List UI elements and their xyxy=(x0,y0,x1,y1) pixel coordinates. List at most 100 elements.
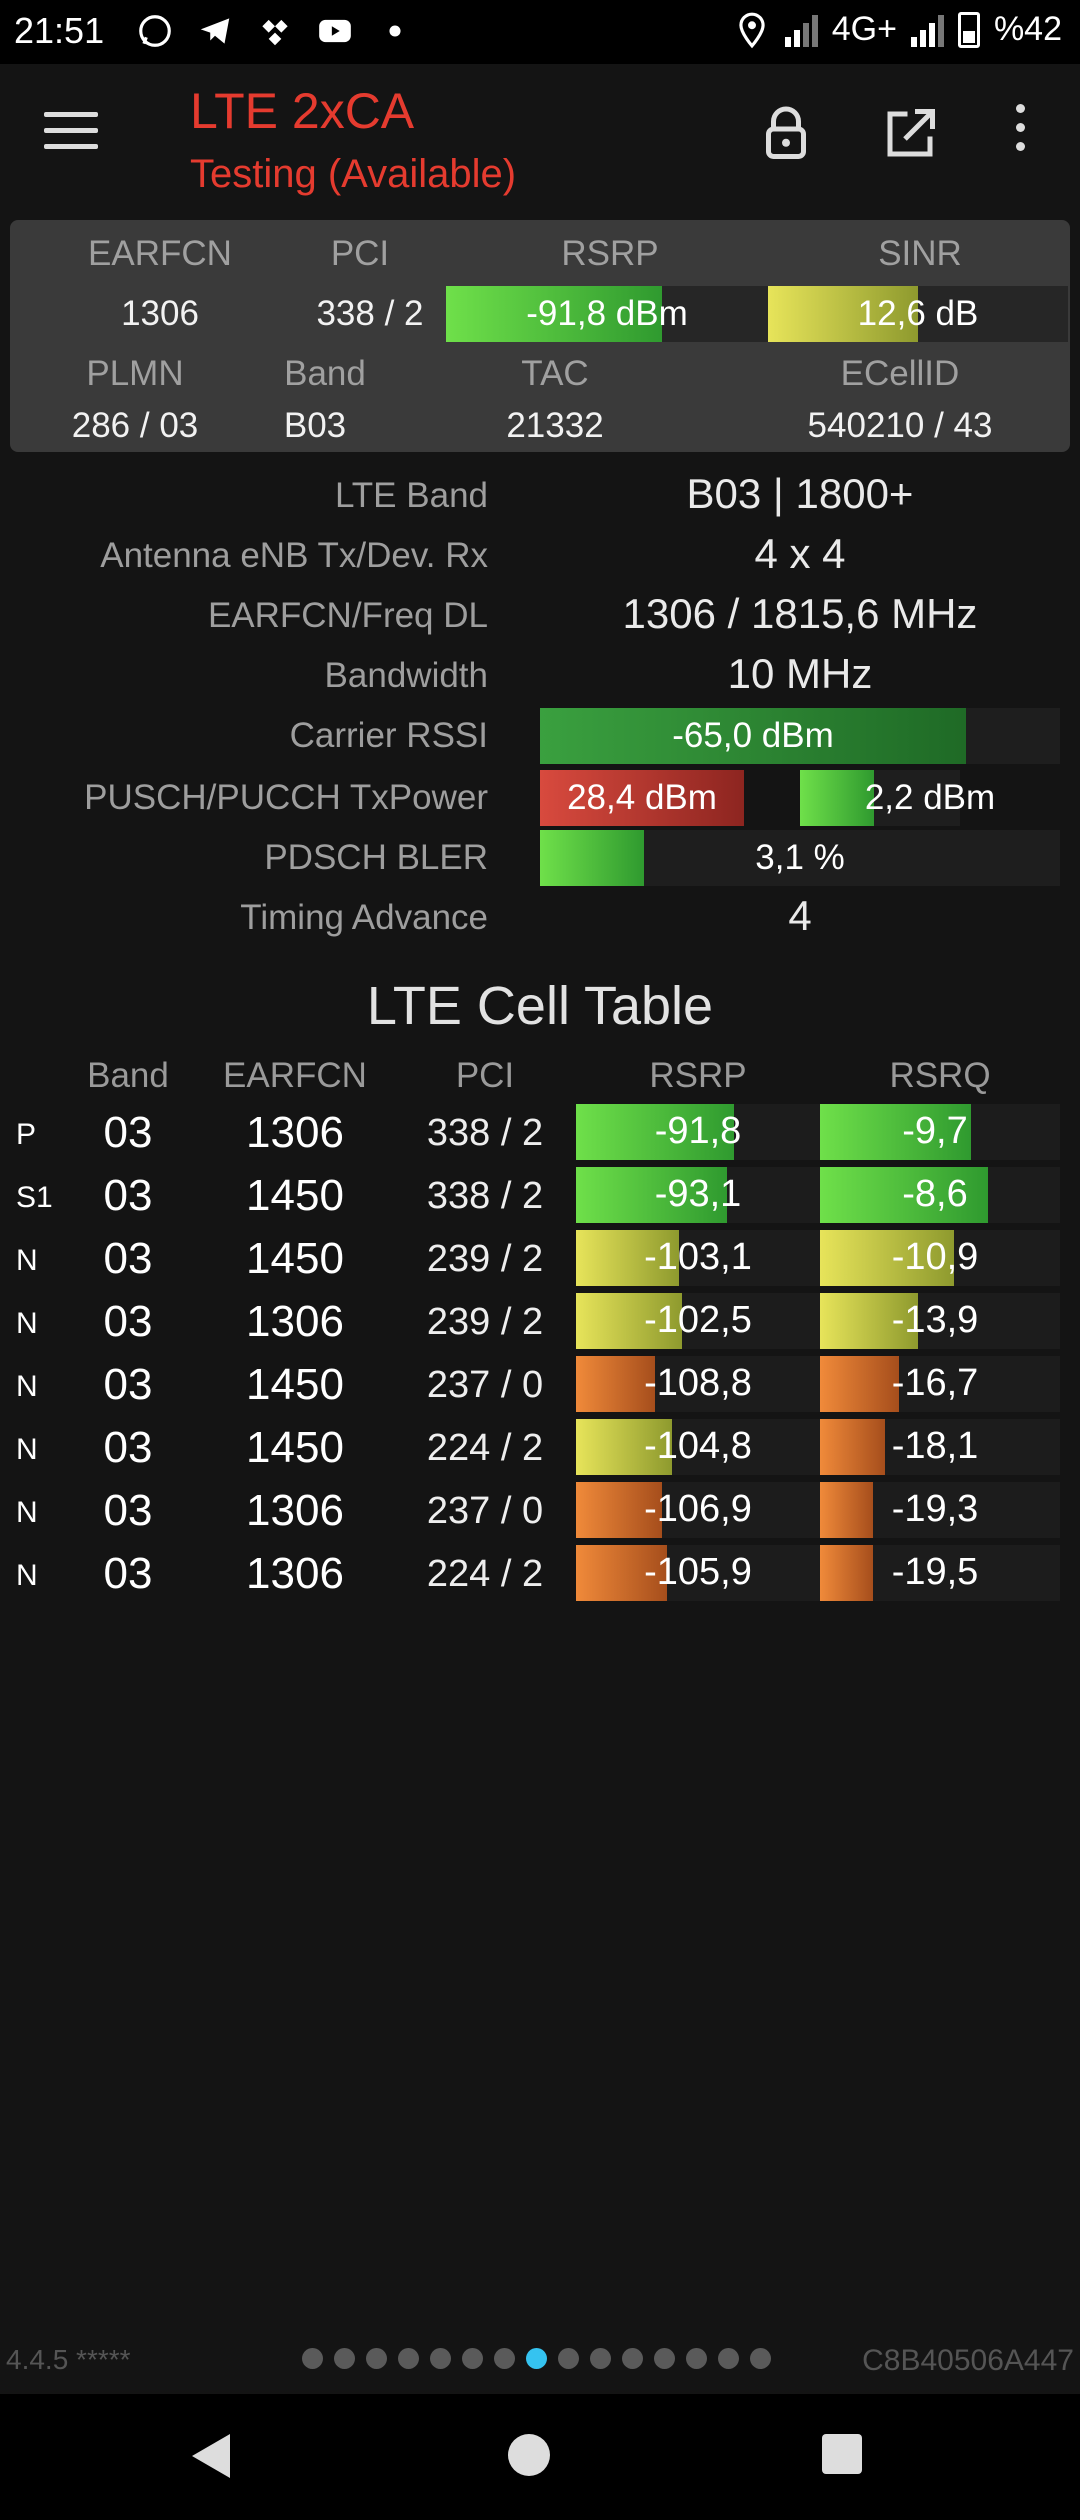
cell-rsrp-value: -105,9 xyxy=(644,1551,752,1593)
band-label: Band xyxy=(284,354,366,393)
cell-rsrp-value: -91,8 xyxy=(654,1110,742,1152)
page-dot[interactable] xyxy=(654,2348,675,2369)
cell-rsrp-fill xyxy=(576,1167,727,1223)
network-type: 4G+ xyxy=(831,10,897,48)
cell-rsrq-fill xyxy=(820,1167,988,1223)
cell-rsrq-value: -16,7 xyxy=(891,1362,979,1404)
cell-rsrq-meter: -10,9 xyxy=(820,1230,1060,1286)
page-dot[interactable] xyxy=(462,2348,483,2369)
page-dot[interactable] xyxy=(430,2348,451,2369)
whatsapp-icon xyxy=(139,15,171,47)
bler-label: PDSCH BLER xyxy=(264,838,488,877)
cell-earfcn: 1306 xyxy=(246,1486,344,1535)
page-dot[interactable] xyxy=(718,2348,739,2369)
earfcn-value: 1306 xyxy=(121,294,199,333)
pci-value: 338 / 2 xyxy=(316,294,424,333)
cell-rsrp-value: -106,9 xyxy=(644,1488,752,1530)
cell-rsrp-value: -103,1 xyxy=(644,1236,752,1278)
battery-level: %42 xyxy=(993,10,1062,48)
cell-rsrq-fill xyxy=(820,1419,885,1475)
cell-pci: 224 / 2 xyxy=(426,1553,544,1595)
cell-rsrq-meter: -19,5 xyxy=(820,1545,1060,1601)
cell-rsrq-meter: -16,7 xyxy=(820,1356,1060,1412)
table-row: N 03 1450 237 / 0 -108,8 -16,7 xyxy=(0,1356,1080,1416)
cell-band: 03 xyxy=(103,1234,153,1283)
dot-icon xyxy=(389,25,401,37)
cell-rsrp-fill xyxy=(576,1545,667,1601)
band-value: B03 xyxy=(283,406,347,445)
sinr-label: SINR xyxy=(878,234,962,273)
telegram-icon xyxy=(200,18,230,44)
cell-type: N xyxy=(16,1307,38,1340)
cell-pci: 338 / 2 xyxy=(426,1175,544,1217)
cell-band: 03 xyxy=(103,1423,153,1472)
back-icon[interactable] xyxy=(192,2434,230,2478)
page-dot[interactable] xyxy=(590,2348,611,2369)
cell-earfcn: 1306 xyxy=(246,1108,344,1157)
page-dot[interactable] xyxy=(622,2348,643,2369)
cell-rsrp-value: -104,8 xyxy=(644,1425,752,1467)
cell-type: N xyxy=(16,1244,38,1277)
page-dot[interactable] xyxy=(750,2348,771,2369)
page-dot[interactable] xyxy=(398,2348,419,2369)
page-dot[interactable] xyxy=(526,2348,547,2369)
page-dot[interactable] xyxy=(302,2348,323,2369)
home-icon[interactable] xyxy=(508,2434,550,2476)
page-dot[interactable] xyxy=(494,2348,515,2369)
tac-value: 21332 xyxy=(506,406,604,445)
cell-rsrq-fill xyxy=(820,1356,899,1412)
cell-rsrp-fill xyxy=(576,1356,655,1412)
cell-rsrq-value: -10,9 xyxy=(891,1236,979,1278)
cell-type: S1 xyxy=(16,1181,53,1214)
device-id: C8B40506A447 xyxy=(862,2344,1074,2377)
tac-label: TAC xyxy=(521,354,589,393)
youtube-icon xyxy=(319,19,351,43)
rsrp-label: RSRP xyxy=(561,234,659,273)
pucch-value: 2,2 dBm xyxy=(864,778,996,817)
cell-earfcn: 1450 xyxy=(246,1360,344,1409)
signal-icon xyxy=(784,13,818,47)
cell-rsrq-meter: -9,7 xyxy=(820,1104,1060,1160)
cell-earfcn: 1450 xyxy=(246,1171,344,1220)
ecellid-value: 540210 / 43 xyxy=(807,406,993,445)
cell-rsrq-value: -19,3 xyxy=(891,1488,979,1530)
cell-rsrq-value: -13,9 xyxy=(891,1299,979,1341)
cell-rsrq-fill xyxy=(820,1482,873,1538)
table-row: P 03 1306 338 / 2 -91,8 -9,7 xyxy=(0,1104,1080,1164)
signal-icon xyxy=(910,13,944,47)
cell-rsrq-fill xyxy=(820,1230,954,1286)
page-dot[interactable] xyxy=(558,2348,579,2369)
page-dot[interactable] xyxy=(334,2348,355,2369)
menu-icon[interactable] xyxy=(44,112,98,152)
app-toolbar: LTE 2xCA Testing (Available) xyxy=(0,64,1080,212)
more-options-icon[interactable] xyxy=(1000,104,1040,164)
network-status-subtitle: Testing (Available) xyxy=(190,152,517,196)
freq-value: 1306 / 1815,6 MHz xyxy=(622,590,978,637)
recents-icon[interactable] xyxy=(822,2434,862,2474)
cell-rsrq-meter: -13,9 xyxy=(820,1293,1060,1349)
cell-earfcn: 1450 xyxy=(246,1234,344,1283)
page-dot[interactable] xyxy=(686,2348,707,2369)
location-icon xyxy=(739,12,765,48)
freq-label: EARFCN/Freq DL xyxy=(207,596,488,635)
app-version: 4.4.5 ***** xyxy=(6,2344,131,2375)
table-row: N 03 1306 224 / 2 -105,9 -19,5 xyxy=(0,1545,1080,1605)
cell-pci: 239 / 2 xyxy=(426,1238,544,1280)
serving-cell-summary: EARFCN PCI RSRP SINR 1306 338 / 2 -91,8 … xyxy=(10,220,1070,452)
lte-band-label: LTE Band xyxy=(334,476,488,515)
page-dot[interactable] xyxy=(366,2348,387,2369)
page-indicator[interactable] xyxy=(302,2348,771,2369)
rsrp-meter: -91,8 dBm xyxy=(446,286,768,342)
cell-rsrp-fill xyxy=(576,1293,682,1349)
col-header-rsrq: RSRQ xyxy=(889,1056,991,1095)
open-external-icon[interactable] xyxy=(880,104,940,164)
cell-rsrp-fill xyxy=(576,1419,672,1475)
lock-icon[interactable] xyxy=(756,104,816,164)
status-bar: 21:51 4G+ %42 xyxy=(0,0,1080,64)
cell-rsrp-value: -102,5 xyxy=(644,1299,752,1341)
antenna-value: 4 x 4 xyxy=(754,530,846,577)
network-mode-title: LTE 2xCA xyxy=(190,83,415,139)
cell-earfcn: 1306 xyxy=(246,1297,344,1346)
cell-band: 03 xyxy=(103,1171,153,1220)
tidal-icon xyxy=(262,19,288,46)
